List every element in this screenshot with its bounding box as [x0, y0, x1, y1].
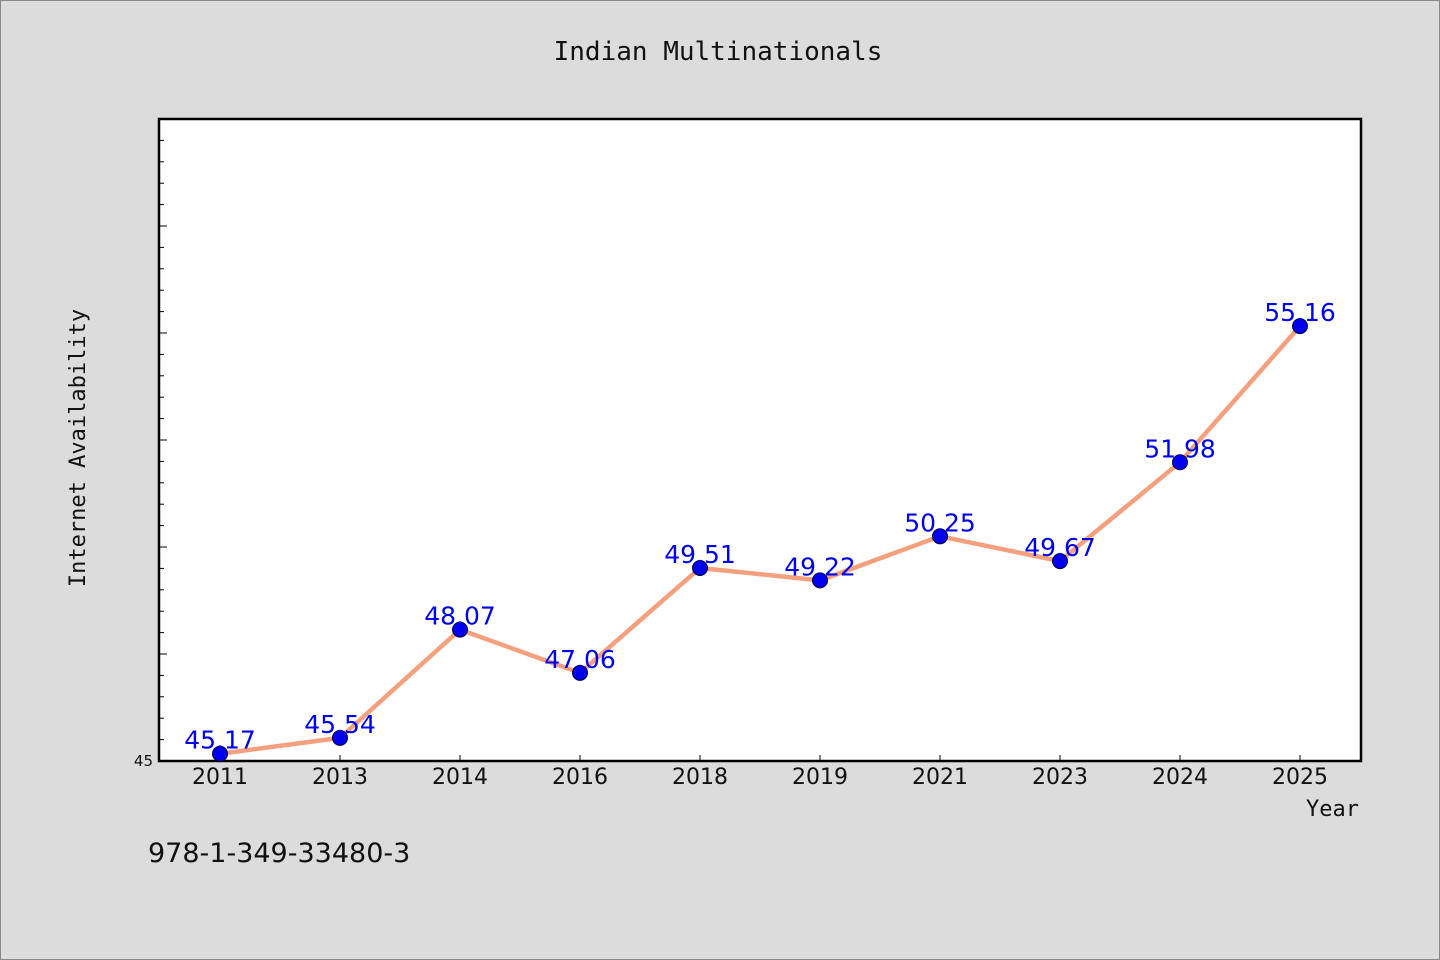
data-label: 45.54 [304, 710, 376, 739]
x-tick-label: 2018 [672, 765, 728, 790]
footer-isbn: 978-1-349-33480-3 [148, 838, 410, 869]
data-point [692, 559, 708, 576]
x-tick-label: 2024 [1152, 765, 1208, 790]
data-point [932, 528, 948, 545]
data-label: 51.98 [1144, 434, 1216, 463]
data-point [212, 745, 228, 762]
data-label: 49.22 [784, 552, 856, 581]
y-tick-label: 45 [134, 752, 153, 770]
x-tick-label: 2025 [1272, 765, 1328, 790]
x-tick-label: 2013 [312, 765, 368, 790]
data-label: 55.16 [1264, 298, 1336, 327]
data-point [1052, 553, 1068, 570]
x-tick-label: 2023 [1032, 765, 1088, 790]
data-label: 47.06 [544, 645, 616, 674]
x-tick-label: 2019 [792, 765, 848, 790]
data-point [332, 729, 348, 746]
series-line [217, 323, 1303, 756]
y-axis-label: Internet Availability [66, 309, 91, 587]
data-point [1172, 454, 1188, 471]
x-axis-ticks: 2011 2013 2014 2016 2018 2019 2021 2023 2024 2025 [192, 755, 1328, 790]
series-layer: 45.17 45.54 48.07 47.06 49.51 49.22 50.25 49.67… [184, 298, 1336, 762]
data-point [572, 664, 588, 681]
data-label: 50.25 [904, 508, 976, 537]
data-label: 45.17 [184, 726, 256, 755]
plot-area [157, 117, 1363, 763]
data-point [452, 621, 468, 638]
chart-title: Indian Multinationals [554, 37, 883, 67]
y-axis-ticks: 45 [134, 139, 167, 770]
x-tick-label: 2011 [192, 765, 248, 790]
data-label: 49.51 [664, 540, 736, 569]
x-tick-label: 2014 [432, 765, 488, 790]
data-point [1292, 318, 1308, 335]
data-point [812, 572, 828, 589]
data-label: 48.07 [424, 602, 496, 631]
data-label: 49.67 [1024, 533, 1096, 562]
x-axis-label: Year [1306, 797, 1359, 822]
x-tick-label: 2021 [912, 765, 968, 790]
x-tick-label: 2016 [552, 765, 608, 790]
